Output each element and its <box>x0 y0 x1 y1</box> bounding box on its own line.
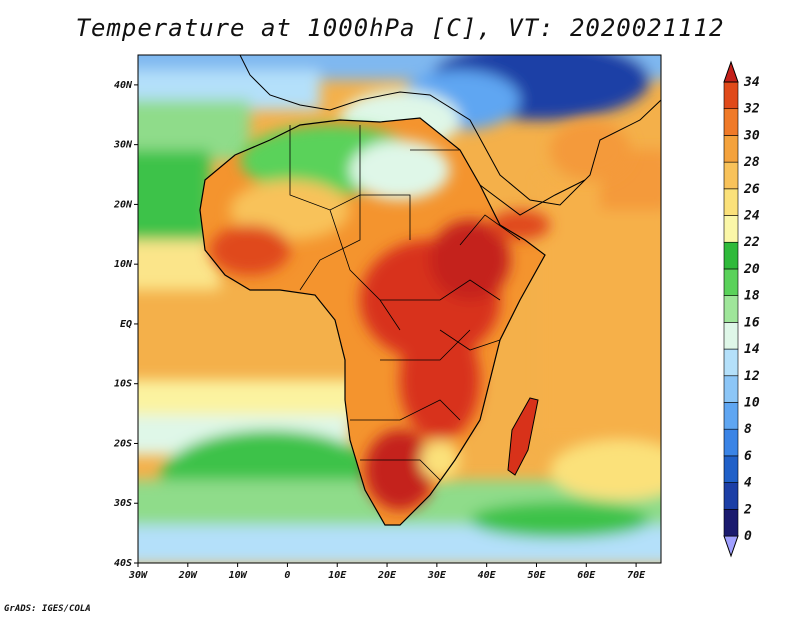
x-tick-label: 10W <box>229 570 248 581</box>
colorbar-swatch <box>723 402 739 430</box>
colorbar-level-label: 10 <box>744 395 760 410</box>
colorbar-level-label: 18 <box>744 289 760 304</box>
y-tick-label: EQ <box>120 319 132 330</box>
colorbar-level-label: 12 <box>744 369 760 384</box>
colorbar-level-label: 0 <box>744 529 752 544</box>
x-tick-label: 50E <box>527 570 546 581</box>
colorbar-level-label: 8 <box>744 422 752 437</box>
colorbar-swatch <box>723 322 739 350</box>
y-tick-label: 30N <box>113 140 133 151</box>
colorbar-over-triangle <box>723 60 739 83</box>
colorbar-swatch <box>723 348 739 377</box>
colorbar-under-triangle <box>723 535 739 558</box>
y-tick-label: 10N <box>114 259 133 270</box>
x-tick-label: 60E <box>577 570 596 581</box>
colorbar-level-label: 30 <box>743 128 760 143</box>
x-tick-label: 20W <box>178 570 198 581</box>
eurasia-coastline <box>239 55 661 206</box>
y-tick-label: 40S <box>114 558 132 569</box>
colorbar-swatch <box>723 135 739 163</box>
colorbar-swatch <box>723 455 739 483</box>
y-tick-label: 10S <box>114 379 132 390</box>
colorbar-level-label: 26 <box>743 182 760 197</box>
plot-area <box>138 55 661 563</box>
colorbar-swatch <box>723 268 739 296</box>
madagascar <box>508 398 538 475</box>
axis-ticks: 30W 20W 10W 0 10E 20E 30E 40E 50E 60E 70E 40N 30N 20N… <box>113 80 646 581</box>
colorbar-swatch <box>723 295 739 323</box>
x-tick-label: 10E <box>328 570 347 581</box>
x-tick-label: 20E <box>377 570 397 581</box>
x-tick-label: 70E <box>627 570 646 581</box>
credit-label: GrADS: IGES/COLA <box>4 604 91 614</box>
colorbar-level-label: 4 <box>744 476 752 491</box>
colorbar-level-label: 32 <box>743 102 760 117</box>
colorbar-swatch <box>723 215 739 243</box>
chart-title: Temperature at 1000hPa [C], VT: 20200211… <box>75 14 725 42</box>
y-tick-label: 20S <box>113 438 132 449</box>
plot-frame <box>137 54 662 564</box>
colorbar-swatch <box>723 81 739 110</box>
country-borders <box>289 125 521 481</box>
x-tick-label: 30W <box>128 570 148 581</box>
colorbar-level-label: 22 <box>743 235 760 250</box>
colorbar-level-label: 14 <box>744 342 760 357</box>
colorbar-swatch <box>723 508 739 537</box>
x-tick-label: 40E <box>478 570 497 581</box>
colorbar-swatch <box>723 108 739 136</box>
x-tick-label: 0 <box>284 570 290 581</box>
colorbar-level-label: 34 <box>743 75 760 90</box>
colorbar-swatch <box>723 375 739 403</box>
colorbar-swatch <box>723 482 739 510</box>
africa-coastline <box>199 117 546 526</box>
colorbar-swatch <box>723 188 739 216</box>
x-tick-label: 30E <box>427 570 447 581</box>
y-tick-label: 30S <box>113 498 132 509</box>
colorbar-level-label: 28 <box>743 155 760 170</box>
colorbar-swatch <box>723 428 739 457</box>
y-tick-label: 20N <box>113 199 133 210</box>
y-tick-label: 40N <box>114 80 133 91</box>
colorbar-level-label: 2 <box>743 502 752 517</box>
colorbar-swatch <box>723 241 739 270</box>
colorbar-swatch <box>723 161 739 190</box>
colorbar-level-label: 6 <box>744 449 752 464</box>
colorbar-level-label: 24 <box>743 209 760 224</box>
colorbar-level-label: 20 <box>743 262 760 277</box>
colorbar-level-label: 16 <box>744 315 760 330</box>
